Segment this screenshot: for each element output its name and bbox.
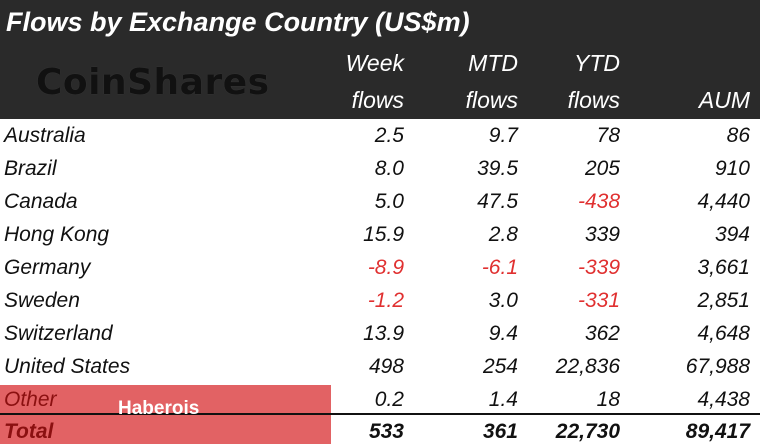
aum-value: 3,661: [697, 256, 750, 279]
table-row: Germany -8.9 -6.1 -339 3,661: [0, 251, 760, 284]
country-name: United States: [4, 355, 131, 378]
header-mtd-bottom: flows: [465, 87, 518, 113]
week-flows: 15.9: [363, 223, 404, 246]
mtd-flows: 1.4: [488, 388, 518, 411]
mtd-flows: -6.1: [481, 256, 518, 279]
total-label: Total: [4, 420, 54, 443]
table-row: United States 498 254 22,836 67,988: [0, 350, 760, 383]
table-row: Australia 2.5 9.7 78 86: [0, 119, 760, 152]
table-row: Switzerland 13.9 9.4 362 4,648: [0, 317, 760, 350]
table-row: Sweden -1.2 3.0 -331 2,851: [0, 284, 760, 317]
aum-value: 910: [714, 157, 750, 180]
mtd-flows: 2.8: [488, 223, 518, 246]
ytd-flows: 78: [596, 124, 620, 147]
total-ytd: 22,730: [555, 420, 620, 443]
ytd-flows: 362: [584, 322, 620, 345]
table-row: Other 0.2 1.4 18 4,438: [0, 383, 760, 416]
mtd-flows: 39.5: [477, 157, 518, 180]
aum-value: 394: [714, 223, 750, 246]
ytd-flows: -331: [577, 289, 620, 312]
ytd-flows: 22,836: [555, 355, 620, 378]
mtd-flows: 3.0: [488, 289, 518, 312]
table-title: Flows by Exchange Country (US$m): [0, 0, 760, 44]
total-week: 533: [368, 420, 404, 443]
header-aum: AUM: [698, 87, 750, 113]
country-name: Switzerland: [4, 322, 113, 345]
aum-value: 67,988: [685, 355, 750, 378]
mtd-flows: 9.7: [488, 124, 518, 147]
coinshares-logo: CoinShares: [36, 62, 270, 103]
table-row: Hong Kong 15.9 2.8 339 394: [0, 218, 760, 251]
country-name: Australia: [4, 124, 86, 147]
aum-value: 4,438: [697, 388, 750, 411]
total-aum: 89,417: [685, 420, 750, 443]
week-flows: 8.0: [374, 157, 404, 180]
ytd-flows: 339: [584, 223, 620, 246]
ytd-flows: 205: [584, 157, 620, 180]
header-week-bottom: flows: [351, 87, 404, 113]
country-name: Other: [4, 388, 57, 411]
ytd-flows: -438: [577, 190, 620, 213]
country-name: Hong Kong: [4, 223, 110, 246]
week-flows: -1.2: [367, 289, 404, 312]
week-flows: 2.5: [374, 124, 404, 147]
country-name: Brazil: [4, 157, 57, 180]
header-ytd-bottom: flows: [567, 87, 620, 113]
ytd-flows: 18: [596, 388, 620, 411]
week-flows: 498: [368, 355, 404, 378]
country-name: Sweden: [4, 289, 80, 312]
total-divider: [0, 413, 760, 415]
aum-value: 4,648: [697, 322, 750, 345]
total-mtd: 361: [482, 420, 518, 443]
header-week-top: Week: [345, 50, 404, 76]
mtd-flows: 254: [482, 355, 518, 378]
overlay-label: Haberois: [118, 398, 200, 419]
header-ytd-top: YTD: [574, 50, 620, 76]
table-row: Canada 5.0 47.5 -438 4,440: [0, 185, 760, 218]
total-row: Total 533 361 22,730 89,417: [0, 415, 760, 448]
header-mtd-top: MTD: [468, 50, 518, 76]
table-header: CoinShares Week flows MTD flows YTD flow…: [0, 44, 760, 119]
week-flows: 0.2: [374, 388, 404, 411]
week-flows: 5.0: [374, 190, 404, 213]
week-flows: -8.9: [367, 256, 404, 279]
country-name: Germany: [4, 256, 91, 279]
country-name: Canada: [4, 190, 78, 213]
aum-value: 86: [726, 124, 750, 147]
aum-value: 2,851: [697, 289, 750, 312]
mtd-flows: 47.5: [477, 190, 518, 213]
aum-value: 4,440: [697, 190, 750, 213]
week-flows: 13.9: [363, 322, 404, 345]
mtd-flows: 9.4: [488, 322, 518, 345]
table-row: Brazil 8.0 39.5 205 910: [0, 152, 760, 185]
ytd-flows: -339: [577, 256, 620, 279]
